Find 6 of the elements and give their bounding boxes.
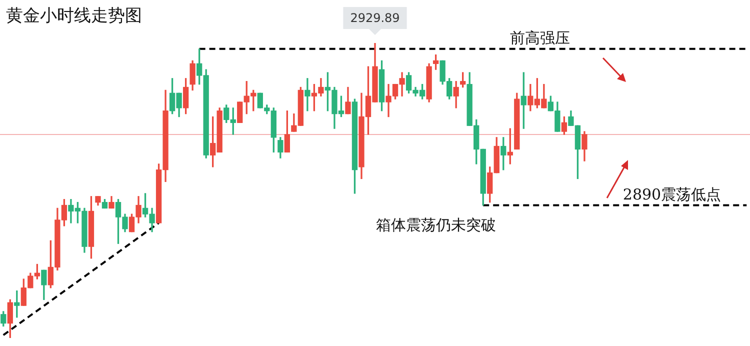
annotation: 前高强压 [510, 28, 570, 47]
annotation: 箱体震荡仍未突破 [376, 216, 496, 234]
chart-title: 黄金小时线走势图 [6, 5, 142, 27]
annotation: 2890震荡低点 [622, 185, 722, 204]
candlestick [304, 78, 310, 112]
annotation: 2929.89 [350, 11, 400, 25]
